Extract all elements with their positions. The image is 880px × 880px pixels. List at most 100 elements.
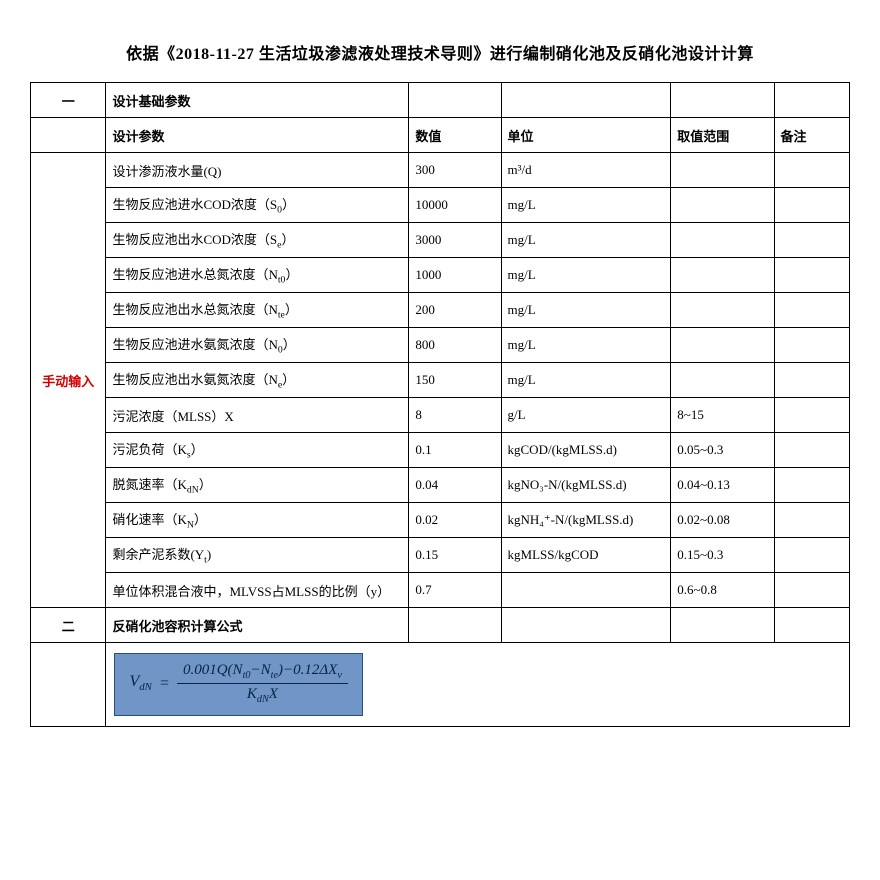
table-row: 手动输入设计渗沥液水量(Q)300m³/d <box>31 153 850 188</box>
range-cell: 0.6~0.8 <box>671 573 774 608</box>
note-cell <box>774 503 850 538</box>
param-cell: 硝化速率（KN） <box>106 503 409 538</box>
calc-table: 一 设计基础参数 设计参数 数值 单位 取值范围 备注 手动输入设计渗沥液水量(… <box>30 82 850 727</box>
header-row: 设计参数 数值 单位 取值范围 备注 <box>31 118 850 153</box>
range-cell <box>671 188 774 223</box>
note-cell <box>774 328 850 363</box>
unit-cell: mg/L <box>501 293 671 328</box>
value-cell: 3000 <box>409 223 501 258</box>
param-cell: 剩余产泥系数(Yt) <box>106 538 409 573</box>
unit-cell: mg/L <box>501 223 671 258</box>
value-cell: 1000 <box>409 258 501 293</box>
param-cell: 生物反应池进水COD浓度（S0） <box>106 188 409 223</box>
table-row: 生物反应池出水氨氮浓度（Ne）150mg/L <box>31 363 850 398</box>
section-one-row: 一 设计基础参数 <box>31 83 850 118</box>
note-cell <box>774 538 850 573</box>
unit-cell: mg/L <box>501 258 671 293</box>
value-cell: 200 <box>409 293 501 328</box>
table-row: 污泥浓度（MLSS）X8g/L8~15 <box>31 398 850 433</box>
empty-cell <box>31 118 106 153</box>
col-header-range: 取值范围 <box>671 118 774 153</box>
param-cell: 生物反应池进水氨氮浓度（N0） <box>106 328 409 363</box>
note-cell <box>774 293 850 328</box>
note-cell <box>774 573 850 608</box>
page-title: 依据《2018-11-27 生活垃圾渗滤液处理技术导则》进行编制硝化池及反硝化池… <box>30 40 850 64</box>
table-row: 单位体积混合液中，MLVSS占MLSS的比例（y）0.7 0.6~0.8 <box>31 573 850 608</box>
range-cell: 0.04~0.13 <box>671 468 774 503</box>
param-cell: 脱氮速率（KdN） <box>106 468 409 503</box>
range-cell: 0.02~0.08 <box>671 503 774 538</box>
value-cell: 0.1 <box>409 433 501 468</box>
range-cell <box>671 223 774 258</box>
note-cell <box>774 433 850 468</box>
formula-cell: VdN = 0.001Q(Nt0−Nte)−0.12ΔXv KdNX <box>106 643 850 727</box>
unit-cell: g/L <box>501 398 671 433</box>
empty-cell <box>501 83 671 118</box>
col-header-value: 数值 <box>409 118 501 153</box>
param-cell: 污泥负荷（Ks） <box>106 433 409 468</box>
value-cell: 10000 <box>409 188 501 223</box>
col-header-unit: 单位 <box>501 118 671 153</box>
range-cell <box>671 363 774 398</box>
table-row: 脱氮速率（KdN）0.04kgNO₃-N/(kgMLSS.d)0.04~0.13 <box>31 468 850 503</box>
range-cell <box>671 328 774 363</box>
unit-cell: kgNH₄⁺-N/(kgMLSS.d) <box>501 503 671 538</box>
empty-cell <box>31 643 106 727</box>
note-cell <box>774 363 850 398</box>
range-cell: 8~15 <box>671 398 774 433</box>
section-one-head: 设计基础参数 <box>106 83 409 118</box>
value-cell: 0.15 <box>409 538 501 573</box>
table-row: 生物反应池进水总氮浓度（Nt0）1000mg/L <box>31 258 850 293</box>
unit-cell: mg/L <box>501 328 671 363</box>
note-cell <box>774 398 850 433</box>
note-cell <box>774 188 850 223</box>
empty-cell <box>671 608 774 643</box>
empty-cell <box>774 83 850 118</box>
note-cell <box>774 153 850 188</box>
empty-cell <box>409 608 501 643</box>
range-cell <box>671 293 774 328</box>
note-cell <box>774 223 850 258</box>
unit-cell: kgNO₃-N/(kgMLSS.d) <box>501 468 671 503</box>
section-two-head: 反硝化池容积计算公式 <box>106 608 409 643</box>
param-cell: 生物反应池出水总氮浓度（Nte） <box>106 293 409 328</box>
param-cell: 生物反应池出水氨氮浓度（Ne） <box>106 363 409 398</box>
value-cell: 150 <box>409 363 501 398</box>
range-cell: 0.15~0.3 <box>671 538 774 573</box>
param-cell: 生物反应池出水COD浓度（Se） <box>106 223 409 258</box>
table-row: 剩余产泥系数(Yt)0.15kgMLSS/kgCOD0.15~0.3 <box>31 538 850 573</box>
unit-cell: kgCOD/(kgMLSS.d) <box>501 433 671 468</box>
table-row: 生物反应池进水COD浓度（S0）10000mg/L <box>31 188 850 223</box>
section-one-num: 一 <box>31 83 106 118</box>
param-cell: 设计渗沥液水量(Q) <box>106 153 409 188</box>
table-row: 生物反应池出水COD浓度（Se）3000mg/L <box>31 223 850 258</box>
param-cell: 生物反应池进水总氮浓度（Nt0） <box>106 258 409 293</box>
empty-cell <box>671 83 774 118</box>
manual-input-label: 手动输入 <box>31 153 106 608</box>
col-header-param: 设计参数 <box>106 118 409 153</box>
empty-cell <box>501 608 671 643</box>
note-cell <box>774 258 850 293</box>
table-row: 生物反应池进水氨氮浓度（N0）800mg/L <box>31 328 850 363</box>
formula-box: VdN = 0.001Q(Nt0−Nte)−0.12ΔXv KdNX <box>114 653 362 716</box>
value-cell: 800 <box>409 328 501 363</box>
section-two-num: 二 <box>31 608 106 643</box>
range-cell <box>671 153 774 188</box>
param-cell: 污泥浓度（MLSS）X <box>106 398 409 433</box>
value-cell: 300 <box>409 153 501 188</box>
col-header-note: 备注 <box>774 118 850 153</box>
value-cell: 0.7 <box>409 573 501 608</box>
param-cell: 单位体积混合液中，MLVSS占MLSS的比例（y） <box>106 573 409 608</box>
range-cell: 0.05~0.3 <box>671 433 774 468</box>
unit-cell: mg/L <box>501 188 671 223</box>
section-two-row: 二 反硝化池容积计算公式 <box>31 608 850 643</box>
unit-cell <box>501 573 671 608</box>
value-cell: 0.04 <box>409 468 501 503</box>
value-cell: 0.02 <box>409 503 501 538</box>
table-row: 污泥负荷（Ks）0.1kgCOD/(kgMLSS.d)0.05~0.3 <box>31 433 850 468</box>
formula-row: VdN = 0.001Q(Nt0−Nte)−0.12ΔXv KdNX <box>31 643 850 727</box>
unit-cell: kgMLSS/kgCOD <box>501 538 671 573</box>
empty-cell <box>774 608 850 643</box>
table-row: 硝化速率（KN）0.02kgNH₄⁺-N/(kgMLSS.d)0.02~0.08 <box>31 503 850 538</box>
table-row: 生物反应池出水总氮浓度（Nte）200mg/L <box>31 293 850 328</box>
